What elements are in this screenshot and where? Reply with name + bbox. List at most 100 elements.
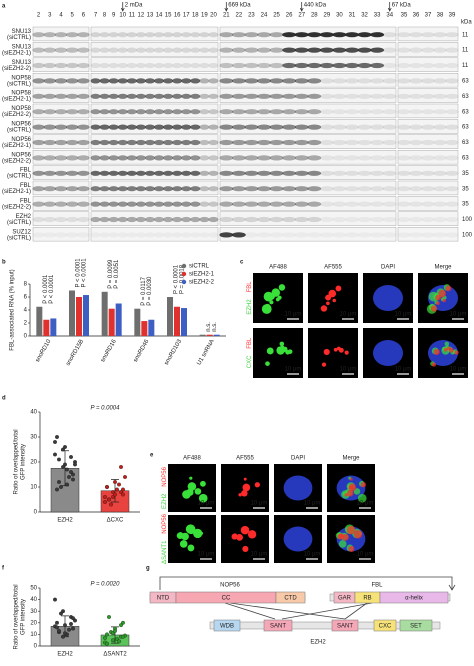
data-point [57,457,61,462]
band [244,170,259,176]
nucleus [283,526,313,552]
red-signal [243,485,248,490]
y-tick-label: 4 [24,308,28,314]
row-condition: (siCTRL) [7,174,31,180]
band [43,139,56,146]
lane-number: 2 [37,13,41,19]
red-signal [328,289,337,298]
red-signal [431,362,437,367]
band [135,124,146,130]
band [397,78,411,84]
red-signal [321,362,327,367]
green-signal [199,531,204,535]
lane-number: 34 [386,13,393,19]
blot [32,211,90,226]
lane-number: 22 [236,13,243,19]
row-protein: NOP58 [11,106,31,112]
row-protein: EZH2 [16,214,32,220]
band [231,62,246,69]
row-condition: (siEZH2-1) [2,50,31,56]
band [345,186,359,192]
band [269,201,284,207]
green-signal [198,493,208,503]
band [269,62,284,69]
band [445,124,459,130]
band [307,139,322,146]
band [99,186,110,192]
lane-number: 10 [119,13,126,19]
lane-number: 14 [156,13,163,19]
band [144,186,155,192]
lane-number: 26 [286,13,293,19]
band [231,93,246,99]
scale-bar-label: 10 μm [340,367,357,373]
data-point [105,485,109,489]
band [332,201,347,207]
band [32,78,45,84]
band [294,47,309,53]
band [409,155,423,161]
blot [397,211,459,226]
band [397,139,411,146]
band [190,155,201,161]
nucleus [373,340,403,366]
band [257,186,271,192]
red-signal [236,534,243,541]
blot [397,134,459,149]
band [126,93,137,99]
lane-number: 19 [201,13,208,19]
band [126,186,137,192]
band [90,201,101,207]
band [445,139,459,146]
band [99,216,110,223]
column-header: AF555 [324,265,342,271]
lane-number: 28 [311,13,318,19]
band [190,124,201,130]
band [199,201,210,207]
band [172,232,183,238]
data-point [103,495,107,499]
lane-number: 5 [71,13,75,19]
band [163,62,174,69]
panel-g-connectors [159,576,456,620]
scale-bar-label: 10 μm [357,552,374,558]
blot [90,103,219,119]
scale-bar-label: 10 μm [357,501,374,507]
band [397,155,411,161]
band [409,78,423,84]
band [357,170,372,176]
band [181,93,192,99]
band [108,155,119,161]
p-value: P = 0.0051 [114,259,120,289]
column-header: AF488 [183,456,201,462]
band [126,139,137,146]
band [43,186,56,192]
band [433,62,447,69]
band [219,32,234,38]
band [135,216,146,223]
band [108,109,119,115]
band [345,47,359,53]
band [433,93,447,99]
band [66,93,79,99]
band [90,124,101,130]
band [357,139,372,146]
data-point [121,492,125,497]
scale-bar-label: 10 μm [304,501,321,507]
band [126,78,137,84]
band [66,216,79,223]
band [32,47,45,53]
column-header: DAPI [291,456,305,462]
band [126,47,137,53]
lane-number: 4 [59,13,63,19]
band [357,201,372,207]
data-point [115,487,119,492]
band [99,124,110,130]
green-signal [444,341,450,347]
band [43,216,56,223]
band [208,186,219,192]
band [117,216,128,223]
band [163,155,174,161]
blot [397,57,459,72]
